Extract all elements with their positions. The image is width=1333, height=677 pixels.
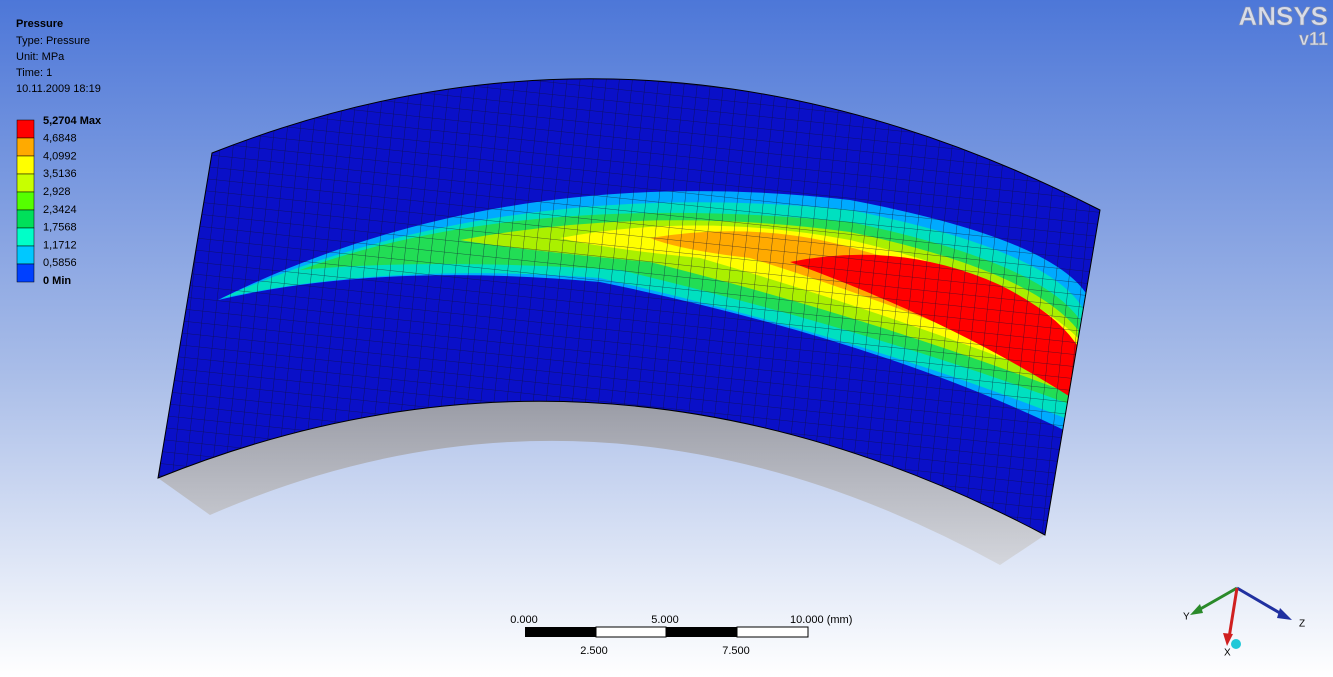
axis-label: Z: [1299, 619, 1305, 630]
scale-label: 2.500: [580, 645, 608, 657]
axis-label: X: [1224, 648, 1231, 659]
legend-swatch: [16, 137, 35, 157]
scale-label: 7.500: [722, 645, 750, 657]
legend-label: 5,2704 Max: [43, 115, 102, 127]
axis-label: Y: [1183, 612, 1190, 623]
logo-version: v11: [1299, 29, 1328, 49]
part-outline: [157, 78, 1101, 536]
legend-swatch: [16, 155, 35, 175]
legend-label: 4,0992: [43, 150, 77, 162]
legend-label: 0 Min: [43, 275, 71, 287]
part-side: [158, 401, 1045, 565]
info-line: Time: 1: [16, 67, 52, 79]
legend: 5,2704 Max 4,6848 4,0992 3,5136 2,928 2,3424 1…: [16, 115, 102, 287]
scale-label: 10.000 (mm): [790, 614, 852, 626]
info-line: Type: Pressure: [16, 35, 90, 47]
legend-label: 3,5136: [43, 168, 77, 180]
scale-label: 0.000: [510, 614, 538, 626]
legend-label: 4,6848: [43, 133, 77, 145]
legend-label: 1,7568: [43, 222, 77, 234]
scale-label: 5.000: [651, 614, 679, 626]
legend-swatch: [16, 227, 35, 247]
info-line: Unit: MPa: [16, 51, 65, 63]
legend-swatch: [16, 119, 35, 139]
axis-triad: [1190, 586, 1292, 649]
legend-label: 1,1712: [43, 239, 77, 251]
scale-bar: [525, 626, 809, 638]
legend-swatch: [16, 263, 35, 283]
legend-swatch: [16, 245, 35, 265]
info-line: 10.11.2009 18:19: [16, 83, 101, 95]
legend-swatch: [16, 173, 35, 193]
title: Pressure: [16, 18, 63, 30]
legend-label: 2,928: [43, 186, 71, 198]
logo: ANSYS: [1238, 1, 1328, 31]
legend-swatch: [16, 209, 35, 229]
legend-label: 0,5856: [43, 257, 77, 269]
legend-swatch: [16, 191, 35, 211]
legend-label: 2,3424: [43, 204, 77, 216]
